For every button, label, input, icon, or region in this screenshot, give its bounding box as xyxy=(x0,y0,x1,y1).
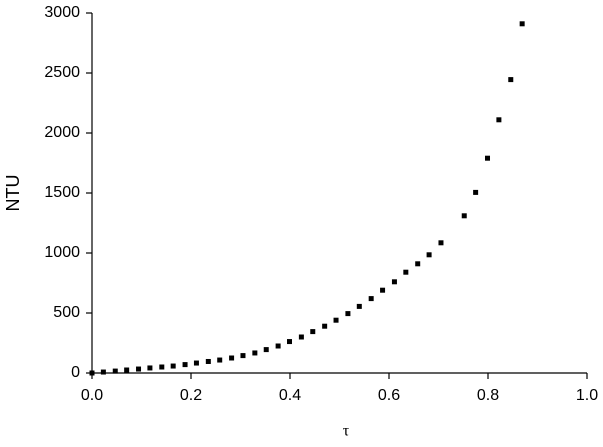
y-tick-label: 500 xyxy=(53,304,80,321)
marker xyxy=(240,353,246,359)
x-tick-label: 0.4 xyxy=(279,387,301,404)
y-tick-label: 2500 xyxy=(44,64,80,81)
marker xyxy=(287,339,293,345)
marker xyxy=(252,350,258,356)
x-axis-label: τ xyxy=(343,423,350,440)
marker xyxy=(322,323,328,329)
marker xyxy=(380,287,386,293)
x-tick-label: 1.0 xyxy=(576,387,598,404)
marker xyxy=(485,155,491,161)
marker xyxy=(182,362,188,368)
marker xyxy=(275,343,281,349)
marker xyxy=(310,329,316,335)
marker xyxy=(391,279,397,285)
y-tick-label: 1000 xyxy=(44,244,80,261)
x-tick-label: 0.2 xyxy=(180,387,202,404)
marker xyxy=(473,189,479,195)
marker xyxy=(403,269,409,275)
marker xyxy=(205,358,211,364)
marker xyxy=(89,370,95,376)
marker xyxy=(112,368,118,374)
y-tick-label: 2000 xyxy=(44,124,80,141)
marker xyxy=(170,363,176,369)
marker xyxy=(100,369,106,375)
marker xyxy=(147,365,153,371)
y-axis-label: NTU xyxy=(3,175,23,212)
marker xyxy=(519,21,525,27)
x-tick-label: 0.6 xyxy=(378,387,400,404)
marker xyxy=(159,364,165,370)
marker xyxy=(217,357,223,363)
marker xyxy=(368,296,374,302)
marker xyxy=(136,366,142,372)
marker xyxy=(438,240,444,246)
y-tick-label: 0 xyxy=(71,364,80,381)
marker xyxy=(193,360,199,366)
marker xyxy=(124,367,130,373)
marker xyxy=(333,317,339,323)
y-tick-label: 3000 xyxy=(44,4,80,21)
x-tick-label: 0.0 xyxy=(81,387,103,404)
marker xyxy=(426,252,432,258)
marker xyxy=(263,347,269,353)
marker xyxy=(356,303,362,309)
marker xyxy=(298,334,304,340)
marker xyxy=(415,261,421,267)
marker xyxy=(229,355,235,361)
y-tick-label: 1500 xyxy=(44,184,80,201)
marker xyxy=(345,311,351,317)
marker xyxy=(508,77,514,83)
marker xyxy=(496,117,502,123)
marker xyxy=(461,213,467,219)
x-tick-label: 0.8 xyxy=(477,387,499,404)
